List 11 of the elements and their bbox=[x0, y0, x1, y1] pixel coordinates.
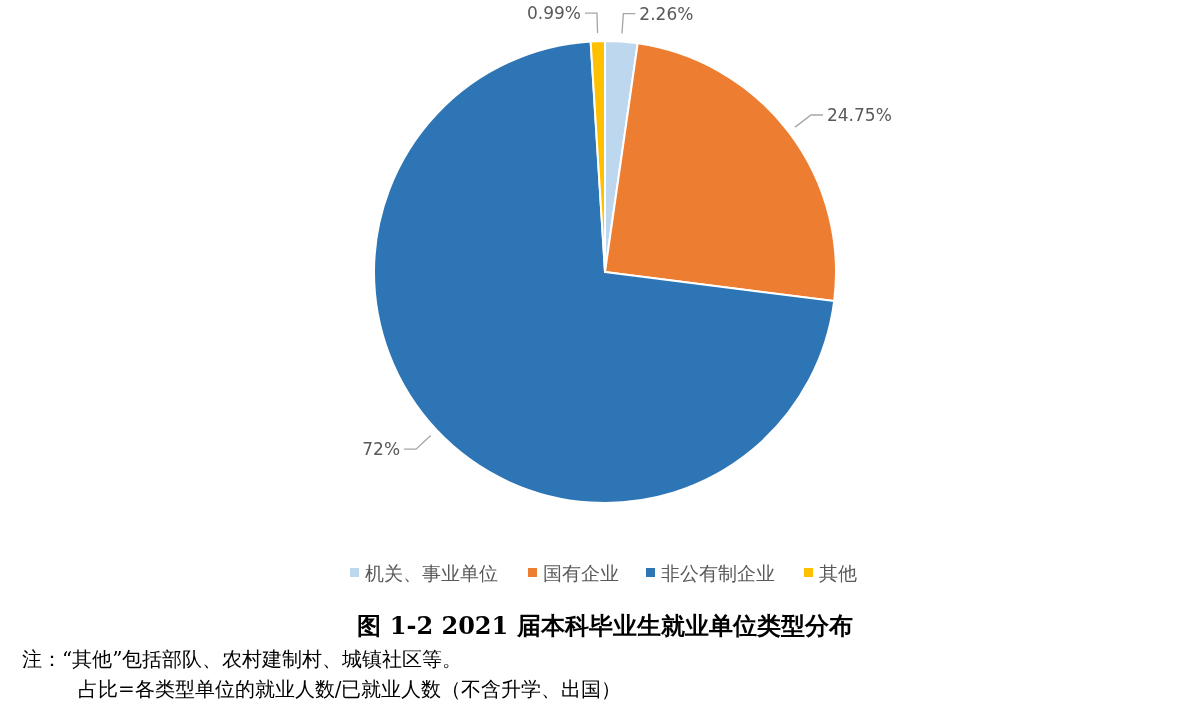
legend-label: 非公有制企业 bbox=[661, 562, 775, 584]
legend-label: 其他 bbox=[819, 562, 857, 584]
data-label: 24.75% bbox=[826, 105, 892, 125]
data-label: 0.99% bbox=[526, 3, 581, 24]
legend-label: 国有企业 bbox=[543, 562, 619, 584]
text: 图 1-2 2021 届本科毕业生就业单位类型分布 bbox=[357, 611, 853, 640]
data-label: 2.26% bbox=[639, 3, 694, 24]
text: 注：“其他”包括部队、农村建制村、城镇社区等。 bbox=[22, 647, 463, 671]
text: 占比=各类型单位的就业人数/已就业人数（不含升学、出国） bbox=[78, 677, 622, 701]
data-label: 72% bbox=[362, 439, 401, 460]
legend-label: 机关、事业单位 bbox=[365, 562, 498, 584]
